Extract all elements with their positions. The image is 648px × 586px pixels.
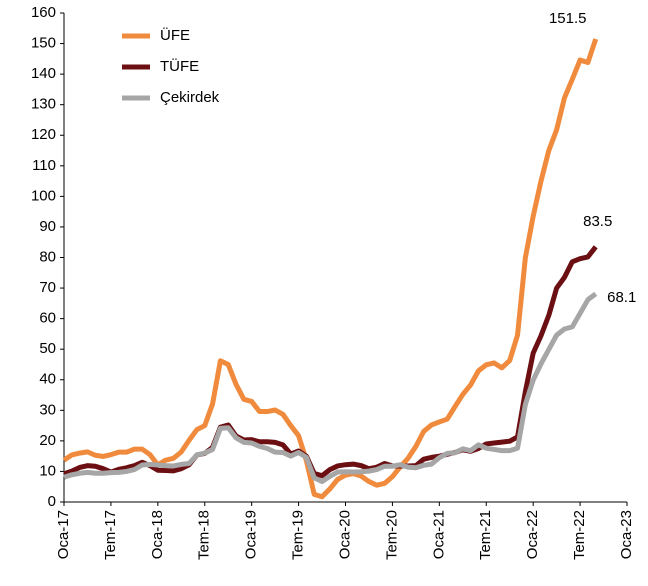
series-line [63,291,598,485]
x-tick-label: Oca-21 [430,510,447,559]
y-tick-label: 20 [39,432,56,449]
legend-label: TÜFE [160,57,199,75]
y-tick-label: 100 [31,187,56,204]
x-tick-label: Oca-18 [149,510,166,559]
y-tick-label: 120 [31,126,56,143]
y-tick-label: 80 [39,248,56,265]
y-tick-label: 90 [39,218,56,235]
legend-label: Çekirdek [160,89,220,106]
x-tick-label: Oca-20 [336,510,353,559]
x-tick-label: Oca-22 [524,510,541,559]
x-tick-label: Tem-19 [290,510,307,560]
x-tick-label: Tem-17 [102,510,119,560]
value-label: 151.5 [549,10,587,27]
x-tick-label: Oca-17 [55,510,72,559]
x-tick-label: Tem-21 [477,510,494,560]
y-tick-label: 0 [48,493,56,510]
y-tick-label: 70 [39,279,56,296]
y-tick-label: 160 [31,4,56,21]
x-tick-label: Tem-22 [571,510,588,560]
y-tick-label: 40 [39,371,56,388]
y-tick-label: 30 [39,401,56,418]
value-label: 68.1 [607,289,636,306]
x-tick-label: Tem-20 [383,510,400,560]
y-tick-label: 10 [39,462,56,479]
y-tick-label: 130 [31,96,56,113]
x-tick-label: Oca-23 [618,510,635,559]
y-tick-label: 50 [39,340,56,357]
y-tick-label: 150 [31,35,56,52]
x-tick-label: Tem-18 [196,510,213,560]
series-line [63,245,598,479]
legend-label: ÜFE [160,26,190,44]
y-tick-label: 60 [39,310,56,327]
value-label: 83.5 [583,213,612,230]
x-tick-label: Oca-19 [243,510,260,559]
series-line [62,38,599,500]
y-tick-label: 110 [32,157,56,174]
y-tick-label: 140 [31,65,56,82]
